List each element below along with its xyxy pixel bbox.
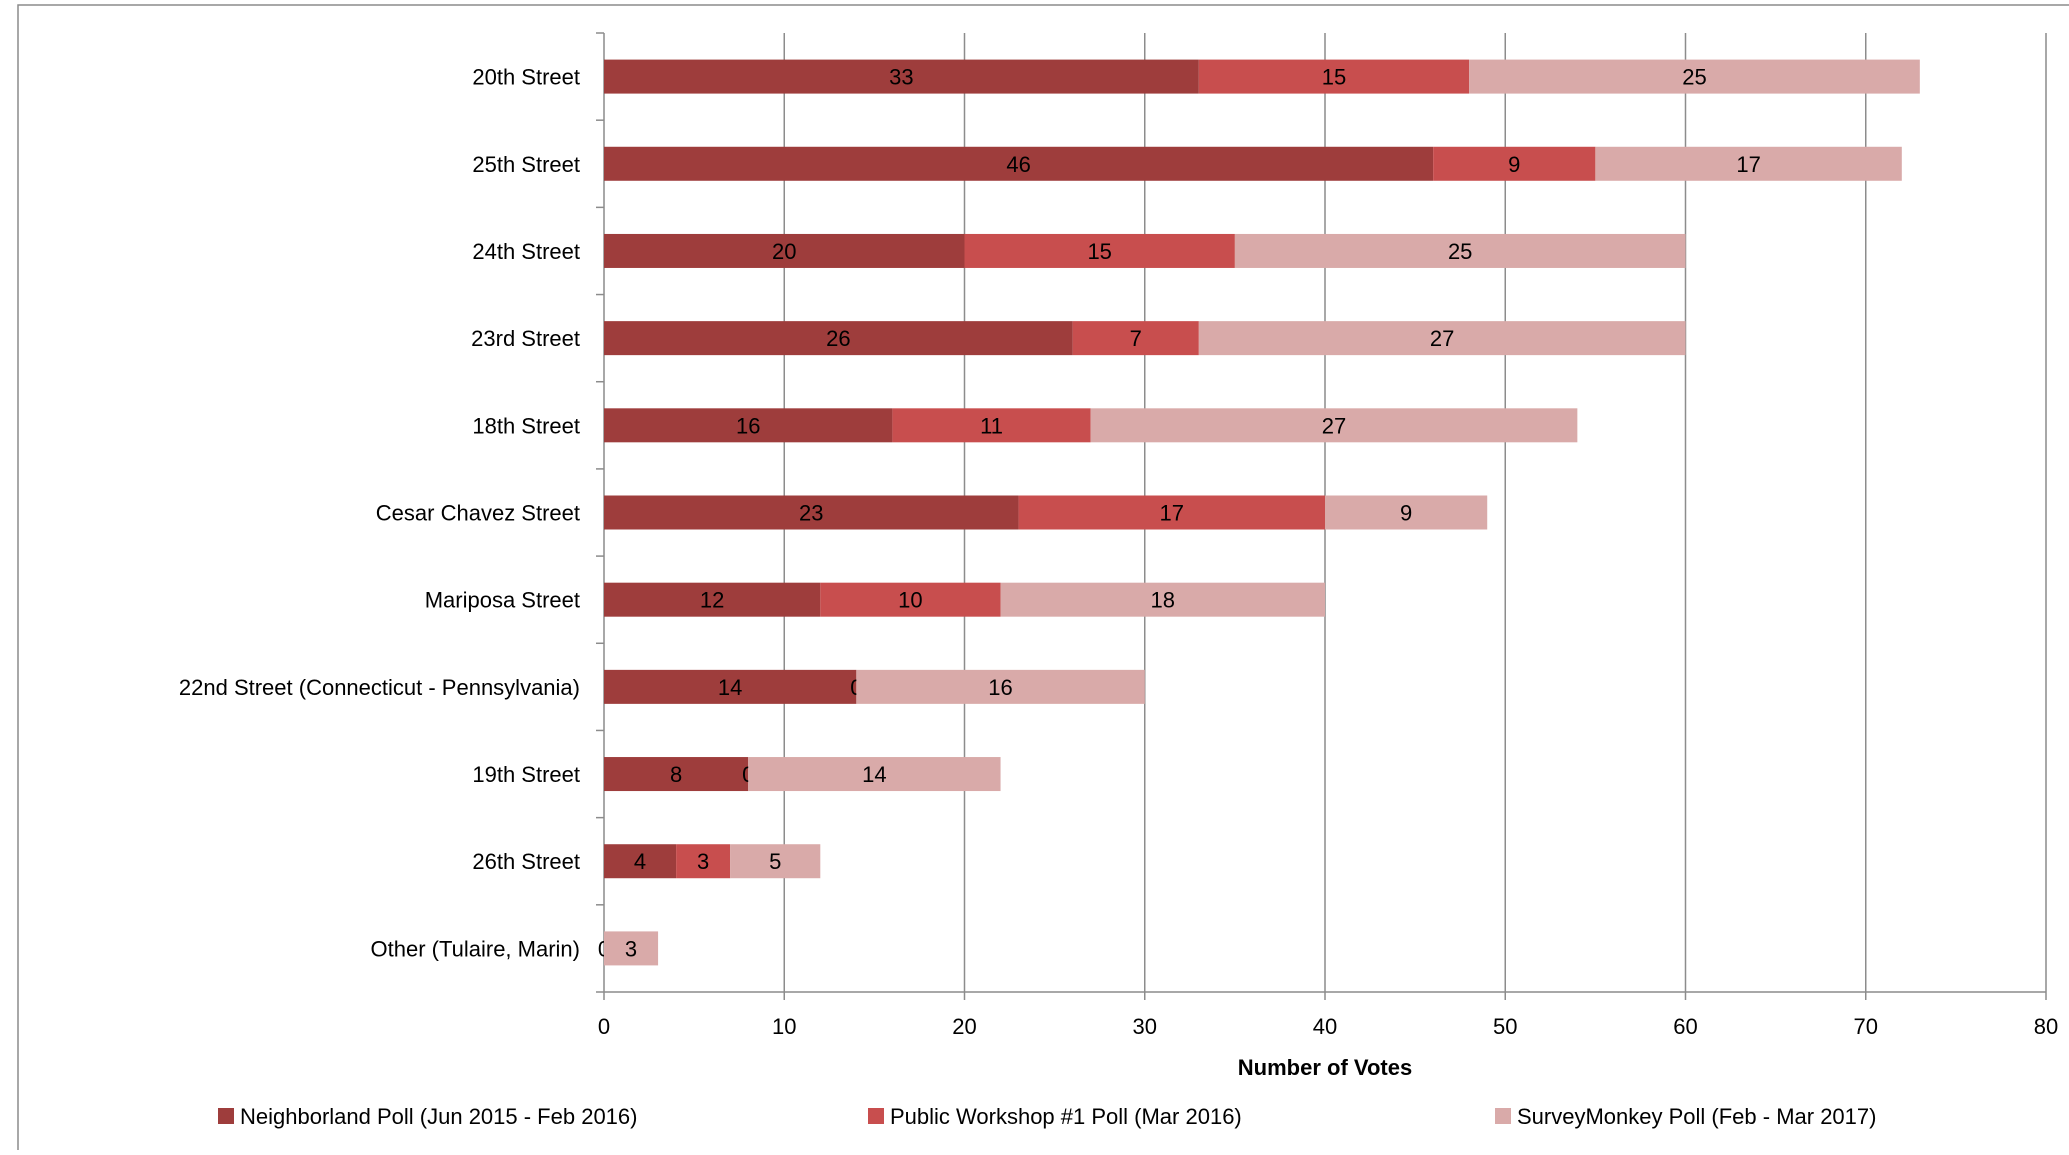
data-label: 46 <box>1006 152 1030 177</box>
chart-border <box>17 4 2069 1155</box>
data-label: 20 <box>772 239 796 264</box>
bar-segment <box>604 321 1073 356</box>
bar-segment <box>1072 321 1199 356</box>
bar-segment <box>892 408 1091 443</box>
bar-segment <box>1090 408 1578 443</box>
legend-swatch <box>868 1108 884 1124</box>
bar-segment <box>1595 146 1902 181</box>
bar-segment <box>604 408 893 443</box>
bar-segment <box>1000 582 1325 617</box>
bar-segment <box>604 233 965 268</box>
data-label: 9 <box>1400 501 1412 526</box>
legend-swatch <box>218 1108 234 1124</box>
data-label: 10 <box>898 588 922 613</box>
category-label: 25th Street <box>472 152 580 177</box>
data-label: 15 <box>1322 65 1346 90</box>
category-label: 20th Street <box>472 65 580 90</box>
data-label: 16 <box>736 413 760 438</box>
bar-segment <box>604 669 857 704</box>
data-label: 12 <box>700 588 724 613</box>
data-label: 14 <box>862 762 886 787</box>
data-label: 25 <box>1682 65 1706 90</box>
data-label: 4 <box>634 849 646 874</box>
bar-segment <box>964 233 1235 268</box>
data-label: 25 <box>1448 239 1472 264</box>
x-axis-title: Number of Votes <box>1238 1055 1412 1080</box>
category-label: 24th Street <box>472 239 580 264</box>
x-tick-label: 60 <box>1673 1014 1697 1039</box>
data-label: 33 <box>889 65 913 90</box>
data-label: 9 <box>1508 152 1520 177</box>
data-label: 3 <box>697 849 709 874</box>
bar-segment <box>1198 59 1470 94</box>
x-tick-label: 0 <box>598 1014 610 1039</box>
bar-segment <box>748 757 1001 792</box>
data-label: 14 <box>718 675 742 700</box>
data-label: 16 <box>988 675 1012 700</box>
x-tick-label: 30 <box>1133 1014 1157 1039</box>
bar-segment <box>604 59 1199 94</box>
data-label: 27 <box>1322 413 1346 438</box>
data-label: 15 <box>1087 239 1111 264</box>
category-label: 26th Street <box>472 849 580 874</box>
x-tick-label: 80 <box>2034 1014 2058 1039</box>
bar-segment <box>604 757 749 792</box>
x-tick-label: 20 <box>952 1014 976 1039</box>
bar-segment <box>1325 495 1488 530</box>
category-label: 22nd Street (Connecticut - Pennsylvania) <box>179 675 580 700</box>
x-tick-label: 10 <box>772 1014 796 1039</box>
data-label: 7 <box>1130 326 1142 351</box>
data-label: 11 <box>980 413 1003 438</box>
category-label: 23rd Street <box>471 326 580 351</box>
category-label: Mariposa Street <box>425 588 580 613</box>
data-label: 3 <box>625 936 637 961</box>
data-label: 8 <box>670 762 682 787</box>
data-label: 27 <box>1430 326 1454 351</box>
bar-segment <box>604 495 1019 530</box>
bar-segment <box>604 844 677 879</box>
bar-segment <box>604 146 1434 181</box>
legend-label: Public Workshop #1 Poll (Mar 2016) <box>890 1104 1242 1129</box>
bar-segment <box>1469 59 1920 94</box>
bar-segment <box>730 844 821 879</box>
category-label: Other (Tulaire, Marin) <box>371 936 580 961</box>
bar-segment <box>1198 321 1686 356</box>
legend-swatch <box>1495 1108 1511 1124</box>
category-label: Cesar Chavez Street <box>376 501 580 526</box>
legend-label: Neighborland Poll (Jun 2015 - Feb 2016) <box>240 1104 637 1129</box>
bar-segment <box>604 582 821 617</box>
bar-segment <box>1234 233 1686 268</box>
bar-segment <box>820 582 1001 617</box>
bar-segment <box>676 844 731 879</box>
data-label: 23 <box>799 501 823 526</box>
data-label: 17 <box>1736 152 1760 177</box>
data-label: 26 <box>826 326 850 351</box>
data-label: 17 <box>1160 501 1184 526</box>
data-label: 5 <box>769 849 781 874</box>
bar-segment <box>1433 146 1596 181</box>
category-label: 19th Street <box>472 762 580 787</box>
x-tick-label: 50 <box>1493 1014 1517 1039</box>
data-label: 18 <box>1151 588 1175 613</box>
legend-label: SurveyMonkey Poll (Feb - Mar 2017) <box>1517 1104 1876 1129</box>
x-tick-label: 70 <box>1854 1014 1878 1039</box>
x-tick-label: 40 <box>1313 1014 1337 1039</box>
bar-segment <box>604 931 659 966</box>
bar-segment <box>1018 495 1325 530</box>
bar-segment <box>856 669 1145 704</box>
category-label: 18th Street <box>472 413 580 438</box>
